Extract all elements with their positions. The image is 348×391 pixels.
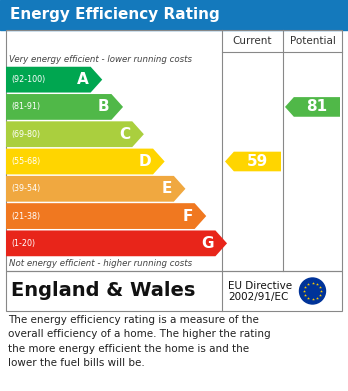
Polygon shape — [6, 203, 206, 229]
Text: (55-68): (55-68) — [11, 157, 40, 166]
Text: E: E — [161, 181, 172, 196]
Text: C: C — [119, 127, 130, 142]
Text: (69-80): (69-80) — [11, 130, 40, 139]
Text: EU Directive: EU Directive — [228, 281, 292, 291]
Text: Potential: Potential — [290, 36, 335, 46]
Text: (81-91): (81-91) — [11, 102, 40, 111]
Polygon shape — [6, 121, 144, 147]
Text: F: F — [182, 208, 193, 224]
Text: Energy Efficiency Rating: Energy Efficiency Rating — [10, 7, 220, 23]
Text: (39-54): (39-54) — [11, 184, 40, 193]
Text: 2002/91/EC: 2002/91/EC — [228, 292, 288, 302]
Text: The energy efficiency rating is a measure of the
overall efficiency of a home. T: The energy efficiency rating is a measur… — [8, 315, 271, 368]
Polygon shape — [6, 149, 165, 174]
Polygon shape — [285, 97, 340, 117]
Text: England & Wales: England & Wales — [11, 282, 195, 301]
Polygon shape — [6, 67, 102, 93]
Text: D: D — [139, 154, 151, 169]
Polygon shape — [6, 230, 227, 256]
Bar — [0, 0, 348, 30]
Polygon shape — [6, 94, 123, 120]
Text: (1-20): (1-20) — [11, 239, 35, 248]
Text: 81: 81 — [306, 99, 327, 115]
Text: Very energy efficient - lower running costs: Very energy efficient - lower running co… — [9, 54, 192, 63]
Text: B: B — [98, 99, 109, 115]
Polygon shape — [225, 152, 281, 171]
Bar — [6, 271, 342, 311]
Circle shape — [300, 278, 325, 304]
Text: Not energy efficient - higher running costs: Not energy efficient - higher running co… — [9, 260, 192, 269]
Text: (92-100): (92-100) — [11, 75, 45, 84]
Text: Current: Current — [233, 36, 272, 46]
Text: (21-38): (21-38) — [11, 212, 40, 221]
Text: A: A — [77, 72, 89, 87]
Text: G: G — [201, 236, 213, 251]
Polygon shape — [6, 176, 185, 202]
Bar — [6, 30, 342, 271]
Text: 59: 59 — [247, 154, 268, 169]
